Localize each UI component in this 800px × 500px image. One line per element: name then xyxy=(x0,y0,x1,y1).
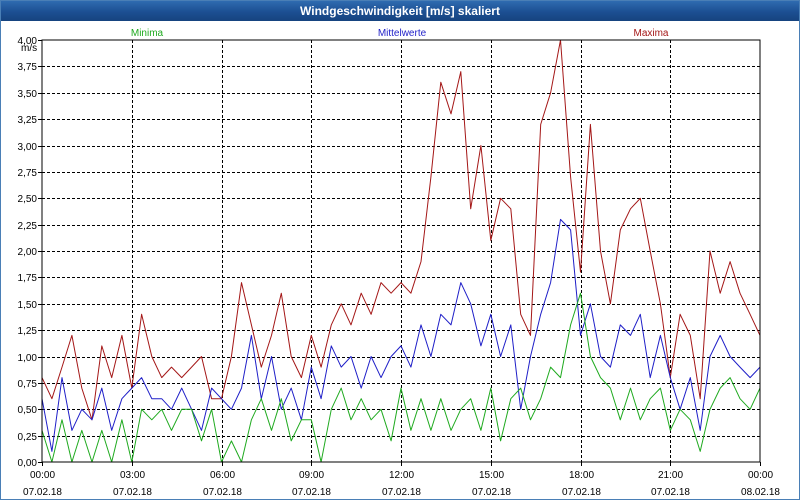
y-tick-label: 1,25 xyxy=(18,326,38,337)
series-line-minima xyxy=(41,292,761,463)
y-tick-label: 3,50 xyxy=(18,89,38,100)
y-tick-label: 0,25 xyxy=(18,432,38,443)
y-tick-label: 3,75 xyxy=(18,62,38,73)
window-title: Windgeschwindigkeit [m/s] skaliert xyxy=(1,1,799,21)
y-tick-label: 1,50 xyxy=(18,300,38,311)
x-tick-date: 07.02.18 xyxy=(113,487,152,498)
x-tick-time: 00:00 xyxy=(30,470,55,481)
x-tick-date: 07.02.18 xyxy=(292,487,331,498)
x-tick-date: 07.02.18 xyxy=(23,487,62,498)
x-tick-time: 06:00 xyxy=(210,470,235,481)
y-tick-label: 2,00 xyxy=(18,247,38,258)
x-tick-time: 15:00 xyxy=(479,470,504,481)
x-tick-time: 18:00 xyxy=(569,470,594,481)
series-line-mittelwerte xyxy=(41,218,761,452)
y-tick-label: 1,75 xyxy=(18,273,38,284)
x-tick-date: 07.02.18 xyxy=(203,487,242,498)
axes: 0,00 0,25 0,50 0,75 1,00 1,25 1,50 1,75 2,00 2,25… xyxy=(18,36,781,498)
x-tick-time: 21:00 xyxy=(658,470,683,481)
y-tick-label: 1,00 xyxy=(18,353,38,364)
y-tick-label: 2,25 xyxy=(18,221,38,232)
y-tick-label: 2,50 xyxy=(18,194,38,205)
legend-mittelwerte: Mittelwerte xyxy=(378,28,427,39)
y-tick-label: 2,75 xyxy=(18,168,38,179)
y-tick-label: 3,25 xyxy=(18,115,38,126)
x-tick-date: 08.02.18 xyxy=(741,487,780,498)
x-tick-date: 07.02.18 xyxy=(562,487,601,498)
plot-background xyxy=(1,22,799,499)
y-tick-label: 4,00 xyxy=(18,36,38,47)
y-tick-label: 0,50 xyxy=(18,405,38,416)
x-tick-date: 07.02.18 xyxy=(382,487,421,498)
x-tick-time: 12:00 xyxy=(389,470,414,481)
wind-speed-chart: Minima Mittelwerte Maxima m/s 0,000,250,… xyxy=(1,22,799,499)
series-line-maxima xyxy=(41,39,761,421)
y-tick-label: 3,00 xyxy=(18,142,38,153)
y-tick-label: 0,75 xyxy=(18,379,38,390)
legend-minima: Minima xyxy=(131,28,164,39)
x-tick-date: 07.02.18 xyxy=(472,487,511,498)
x-tick-time: 00:00 xyxy=(748,470,773,481)
y-tick-label: 0,00 xyxy=(18,458,38,469)
legend-maxima: Maxima xyxy=(633,28,668,39)
x-tick-time: 03:00 xyxy=(120,470,145,481)
y-axis-unit: m/s xyxy=(21,43,37,54)
x-tick-date: 07.02.18 xyxy=(651,487,690,498)
series xyxy=(41,39,761,463)
x-tick-time: 09:00 xyxy=(299,470,324,481)
